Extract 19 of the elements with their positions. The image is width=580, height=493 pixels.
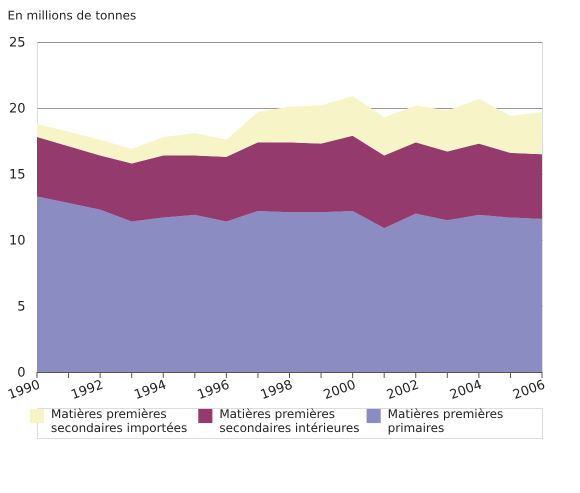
legend-label: Matières premières primaires bbox=[388, 407, 504, 435]
x-tick-label: 2004 bbox=[448, 378, 484, 403]
legend-label: Matières premières secondaires intérieures bbox=[219, 407, 360, 435]
y-tick-label: 20 bbox=[8, 102, 26, 116]
y-tick-label: 10 bbox=[8, 234, 26, 248]
y-tick-label: 25 bbox=[8, 36, 26, 50]
legend-label: Matières premières secondaires importées bbox=[51, 407, 188, 435]
x-tick-label: 1994 bbox=[132, 378, 169, 403]
y-tick-label: 0 bbox=[17, 366, 26, 380]
x-tick-label: 2006 bbox=[511, 378, 548, 403]
y-tick-label: 15 bbox=[8, 168, 26, 182]
x-tick-label: 1996 bbox=[195, 378, 232, 403]
x-tick-label: 1992 bbox=[69, 378, 106, 403]
y-tick-label: 5 bbox=[17, 300, 26, 314]
y-axis-title: En millions de tonnes bbox=[8, 8, 136, 22]
x-tick-label: 1990 bbox=[6, 378, 42, 403]
x-tick-label: 1998 bbox=[258, 378, 295, 403]
x-tick-label: 2000 bbox=[322, 378, 358, 403]
x-tick-label: 2002 bbox=[384, 378, 422, 403]
